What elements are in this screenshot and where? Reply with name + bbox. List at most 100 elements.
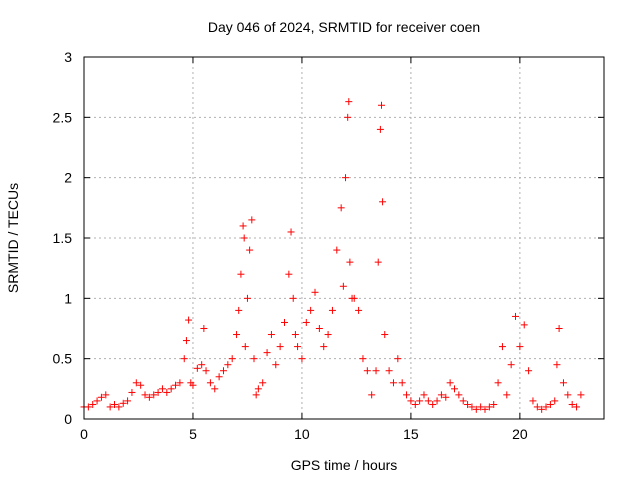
y-axis-label: SRMTID / TECUs: [5, 183, 21, 293]
data-point: [287, 228, 295, 236]
data-point: [485, 403, 493, 411]
y-tick-label: 1: [64, 290, 72, 306]
data-point: [503, 391, 511, 399]
data-point: [200, 325, 208, 332]
data-point: [89, 401, 97, 409]
data-point: [542, 403, 550, 411]
data-points: [80, 98, 585, 413]
data-point: [477, 403, 485, 411]
data-point: [167, 385, 175, 393]
data-point: [158, 385, 166, 393]
data-point: [128, 388, 136, 396]
data-point: [389, 379, 397, 387]
data-point: [490, 401, 498, 409]
x-axis-label: GPS time / hours: [291, 457, 398, 473]
data-point: [291, 331, 299, 339]
data-point: [551, 397, 559, 405]
data-point: [228, 355, 236, 363]
data-point: [240, 234, 248, 242]
data-point: [359, 355, 367, 363]
data-point: [206, 379, 214, 387]
data-point: [141, 391, 149, 399]
data-point: [416, 397, 424, 405]
data-point: [252, 391, 260, 399]
data-point: [233, 331, 241, 339]
data-point: [115, 403, 123, 411]
data-point: [494, 379, 502, 387]
data-point: [525, 367, 533, 375]
y-tick-label: 2.5: [53, 109, 73, 125]
plot-frame: [83, 56, 605, 420]
data-point: [529, 397, 537, 405]
data-point: [420, 391, 428, 399]
data-point: [250, 355, 258, 363]
data-point: [97, 393, 105, 401]
data-point: [376, 125, 384, 133]
data-point: [553, 361, 561, 369]
data-point: [546, 401, 554, 409]
data-point: [379, 198, 387, 206]
data-point: [172, 381, 180, 389]
data-point: [237, 270, 245, 278]
data-point: [235, 306, 243, 314]
data-point: [307, 306, 315, 314]
data-point: [464, 401, 472, 409]
data-point: [437, 391, 445, 399]
data-point: [374, 258, 382, 266]
axis-ticks: 0 0.5 1 1.5 2 2.5 3 0 5 10 15 20: [53, 49, 604, 442]
data-point: [176, 379, 184, 387]
x-tick-label: 0: [80, 426, 88, 442]
data-point: [119, 399, 127, 407]
x-tick-label: 20: [512, 426, 528, 442]
data-point: [333, 246, 341, 254]
data-point: [111, 401, 119, 409]
data-point: [102, 391, 110, 399]
data-point: [289, 294, 297, 302]
data-point: [555, 325, 563, 332]
y-tick-label: 0: [64, 411, 72, 427]
data-point: [411, 401, 419, 409]
data-point: [339, 282, 347, 290]
data-point: [577, 391, 585, 399]
data-point: [311, 288, 319, 296]
data-point: [320, 343, 328, 351]
data-point: [193, 364, 201, 372]
data-point: [516, 343, 524, 351]
data-point: [398, 379, 406, 387]
data-point: [124, 397, 132, 405]
y-tick-label: 2: [64, 170, 72, 186]
data-point: [372, 367, 380, 375]
data-point: [219, 367, 227, 375]
data-point: [368, 391, 376, 399]
data-point: [573, 403, 581, 411]
data-point: [533, 403, 541, 411]
data-point: [243, 294, 251, 302]
data-point: [259, 379, 267, 387]
data-point: [211, 385, 219, 393]
data-point: [246, 246, 254, 254]
data-point: [363, 367, 371, 375]
data-point: [337, 204, 345, 212]
data-point: [568, 401, 576, 409]
data-point: [281, 318, 289, 326]
data-point: [150, 391, 158, 399]
data-point: [182, 337, 190, 345]
data-point: [350, 294, 358, 302]
data-point: [346, 258, 354, 266]
data-point: [294, 343, 302, 351]
y-tick-label: 3: [64, 49, 72, 65]
data-point: [84, 403, 92, 411]
y-tick-label: 0.5: [53, 351, 73, 367]
data-point: [248, 216, 256, 224]
data-point: [298, 355, 306, 363]
data-point: [424, 397, 432, 405]
data-point: [145, 393, 153, 401]
data-point: [459, 397, 467, 405]
x-tick-label: 10: [294, 426, 310, 442]
data-point: [224, 361, 232, 369]
data-point: [429, 401, 437, 409]
data-point: [202, 367, 210, 375]
